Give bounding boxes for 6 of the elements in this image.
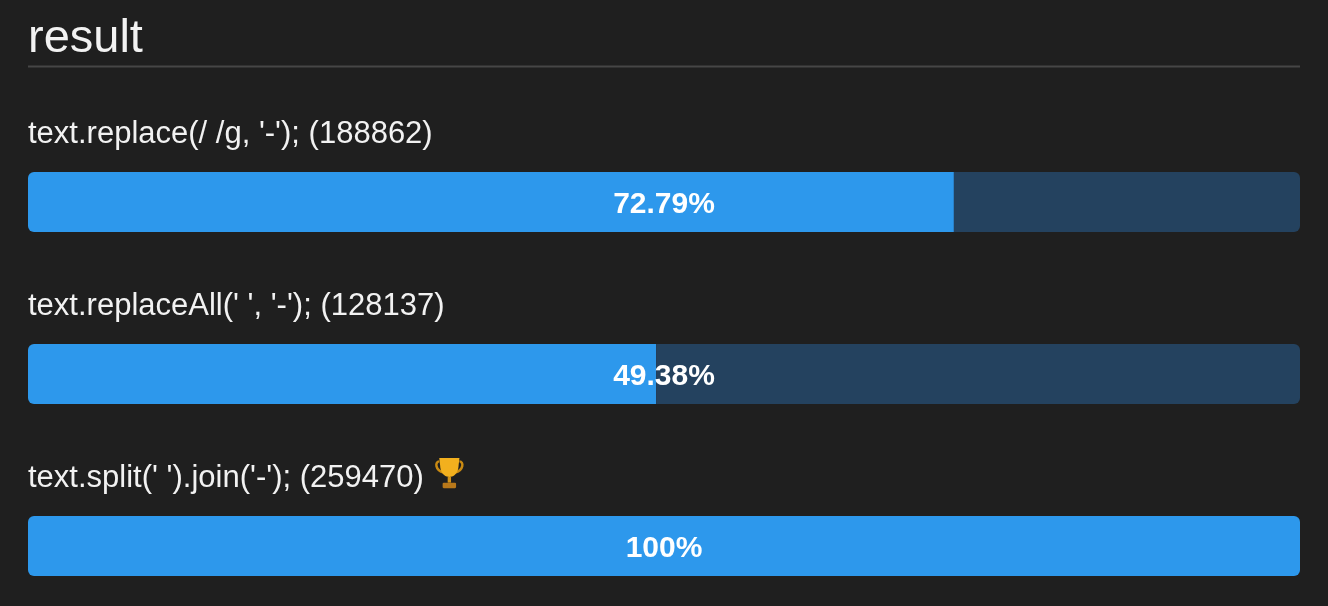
y-tick-label: text.replaceAll(' ', '-'); (128137) [28,287,445,322]
chart-title: result [28,9,143,62]
y-tick-label: text.split(' ').join('-'); (259470) [28,459,424,494]
data-label: 100% [625,529,703,563]
y-tick-label: text.replace(/ /g, '-'); (188862) [28,115,433,150]
data-label: 72.79% [613,185,715,219]
